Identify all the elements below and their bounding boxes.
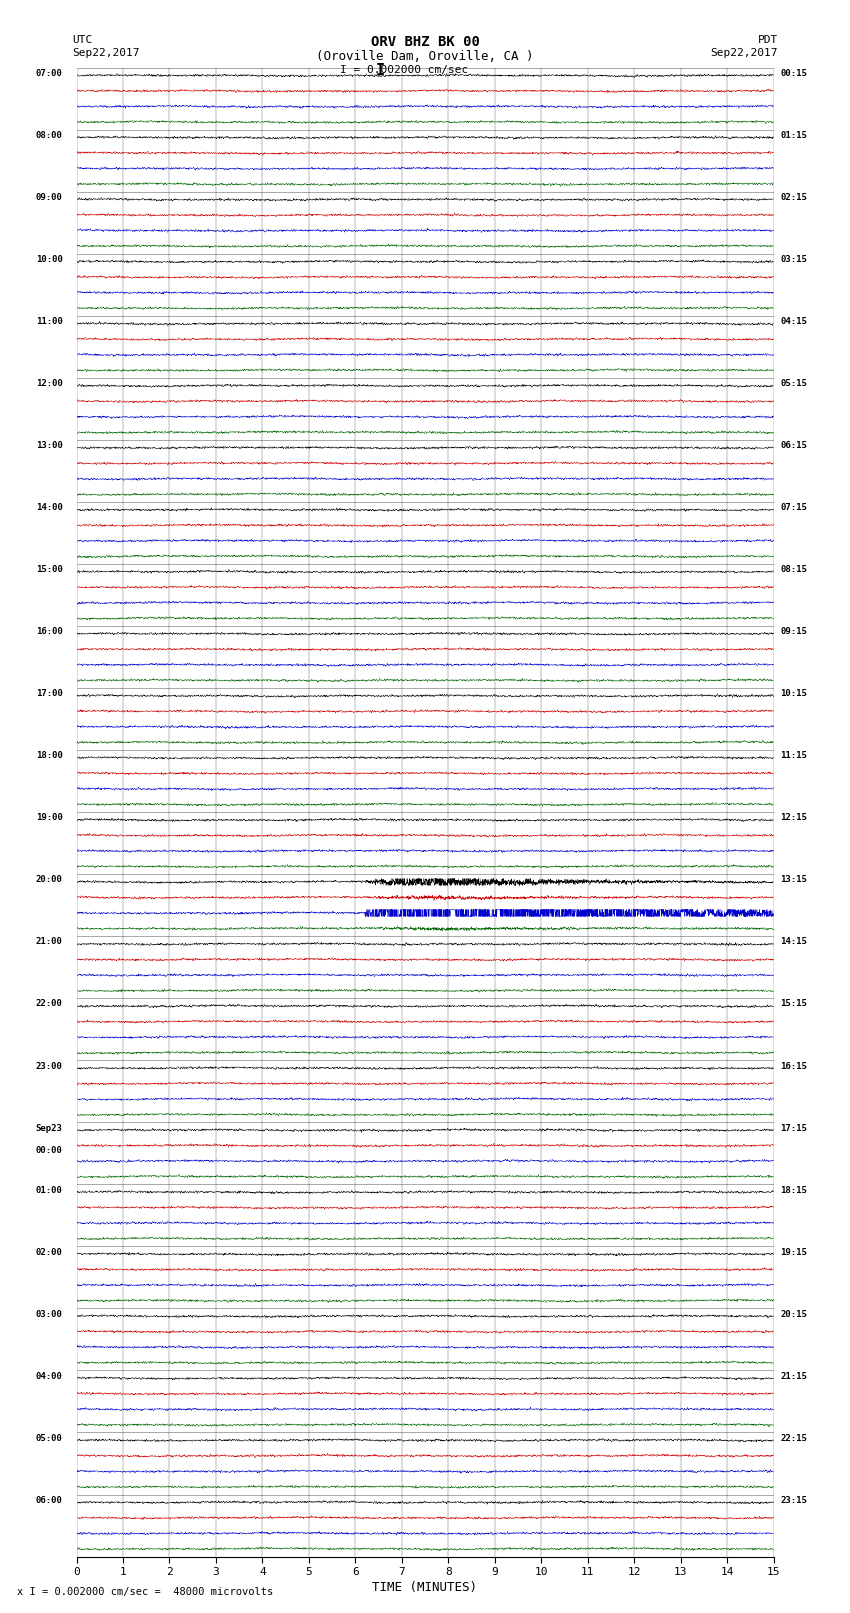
Text: PDT: PDT: [757, 35, 778, 45]
Text: 21:00: 21:00: [36, 937, 63, 947]
Text: 19:15: 19:15: [780, 1247, 808, 1257]
Text: 22:15: 22:15: [780, 1434, 808, 1442]
Text: 03:00: 03:00: [36, 1310, 63, 1319]
Text: 07:15: 07:15: [780, 503, 808, 513]
Text: 01:15: 01:15: [780, 131, 808, 140]
Text: UTC: UTC: [72, 35, 93, 45]
Text: 11:00: 11:00: [36, 318, 63, 326]
Text: 06:00: 06:00: [36, 1495, 63, 1505]
Text: I: I: [377, 63, 385, 77]
Text: 10:15: 10:15: [780, 689, 808, 698]
Text: 14:00: 14:00: [36, 503, 63, 513]
Text: 04:00: 04:00: [36, 1371, 63, 1381]
Text: 03:15: 03:15: [780, 255, 808, 265]
Text: 00:00: 00:00: [36, 1145, 63, 1155]
Text: 06:15: 06:15: [780, 442, 808, 450]
Text: Sep22,2017: Sep22,2017: [72, 48, 139, 58]
X-axis label: TIME (MINUTES): TIME (MINUTES): [372, 1581, 478, 1594]
Text: 23:00: 23:00: [36, 1061, 63, 1071]
Text: Sep22,2017: Sep22,2017: [711, 48, 778, 58]
Text: 17:00: 17:00: [36, 689, 63, 698]
Text: 08:15: 08:15: [780, 565, 808, 574]
Text: 13:15: 13:15: [780, 876, 808, 884]
Text: 05:15: 05:15: [780, 379, 808, 389]
Text: 11:15: 11:15: [780, 752, 808, 760]
Text: 12:00: 12:00: [36, 379, 63, 389]
Text: 20:00: 20:00: [36, 876, 63, 884]
Text: 07:00: 07:00: [36, 69, 63, 77]
Text: 04:15: 04:15: [780, 318, 808, 326]
Text: 02:00: 02:00: [36, 1247, 63, 1257]
Text: 18:15: 18:15: [780, 1186, 808, 1195]
Text: 01:00: 01:00: [36, 1186, 63, 1195]
Text: 12:15: 12:15: [780, 813, 808, 823]
Text: 15:15: 15:15: [780, 1000, 808, 1008]
Text: 20:15: 20:15: [780, 1310, 808, 1319]
Text: 17:15: 17:15: [780, 1124, 808, 1132]
Text: 23:15: 23:15: [780, 1495, 808, 1505]
Text: 00:15: 00:15: [780, 69, 808, 77]
Text: 16:00: 16:00: [36, 627, 63, 636]
Text: 22:00: 22:00: [36, 1000, 63, 1008]
Text: 16:15: 16:15: [780, 1061, 808, 1071]
Text: I = 0.002000 cm/sec: I = 0.002000 cm/sec: [340, 65, 468, 74]
Text: 09:15: 09:15: [780, 627, 808, 636]
Text: x I = 0.002000 cm/sec =  48000 microvolts: x I = 0.002000 cm/sec = 48000 microvolts: [17, 1587, 273, 1597]
Text: 05:00: 05:00: [36, 1434, 63, 1442]
Text: 15:00: 15:00: [36, 565, 63, 574]
Text: 02:15: 02:15: [780, 194, 808, 202]
Text: 08:00: 08:00: [36, 131, 63, 140]
Text: 13:00: 13:00: [36, 442, 63, 450]
Text: 10:00: 10:00: [36, 255, 63, 265]
Text: Sep23: Sep23: [36, 1124, 63, 1132]
Text: 19:00: 19:00: [36, 813, 63, 823]
Text: (Oroville Dam, Oroville, CA ): (Oroville Dam, Oroville, CA ): [316, 50, 534, 63]
Text: 14:15: 14:15: [780, 937, 808, 947]
Text: 21:15: 21:15: [780, 1371, 808, 1381]
Text: 09:00: 09:00: [36, 194, 63, 202]
Text: 18:00: 18:00: [36, 752, 63, 760]
Text: ORV BHZ BK 00: ORV BHZ BK 00: [371, 35, 479, 50]
